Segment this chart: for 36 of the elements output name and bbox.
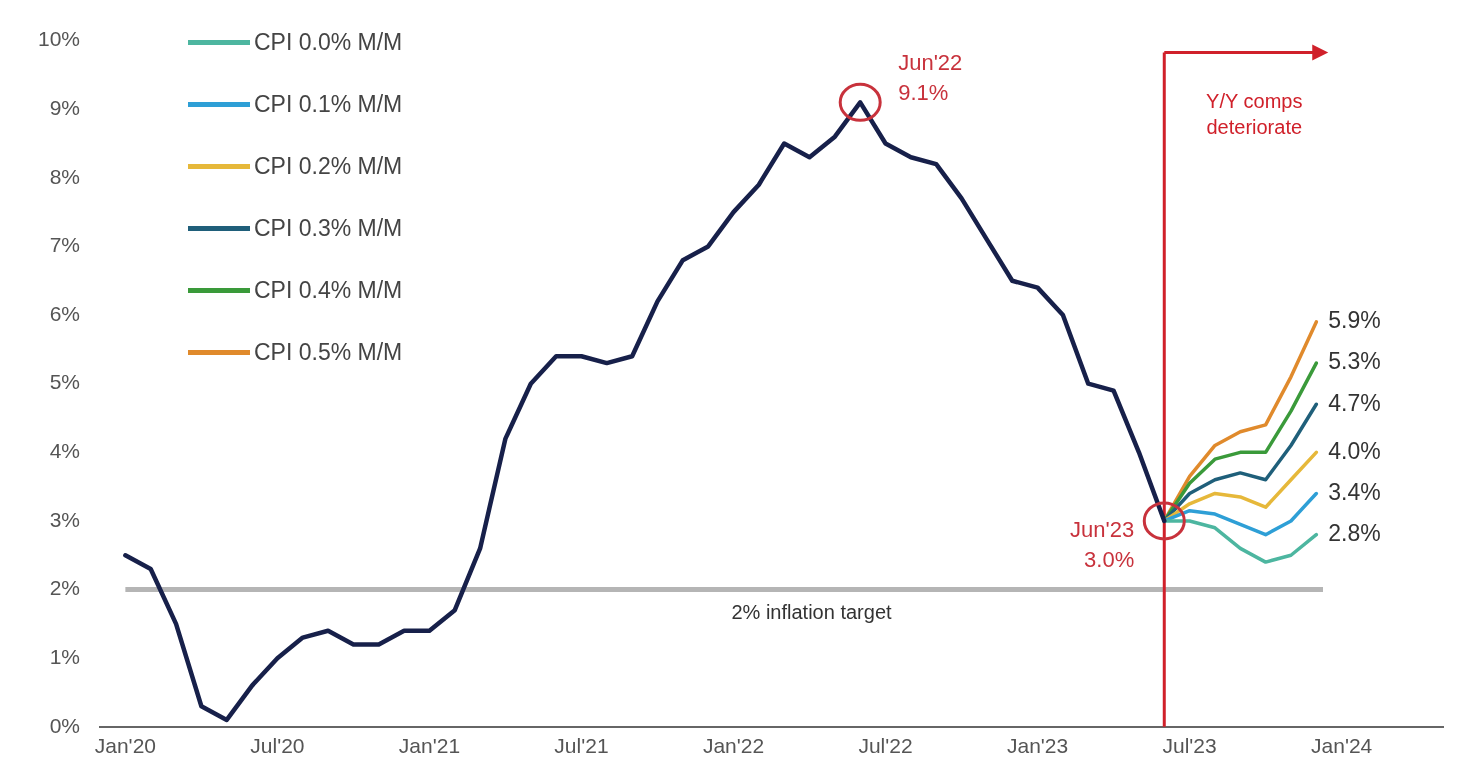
y-tick-label: 5%: [49, 370, 81, 394]
legend-label: CPI 0.3% M/M: [254, 214, 403, 242]
annotation: Jun'22 9.1%: [898, 50, 963, 106]
x-tick-label: Jan'23: [1006, 734, 1069, 758]
y-tick-label: 2%: [49, 576, 81, 600]
legend-label: CPI 0.4% M/M: [254, 276, 403, 304]
x-tick-label: Jul'23: [1162, 734, 1217, 758]
x-tick-label: Jan'20: [94, 734, 156, 758]
data-label: 4.7%: [1328, 389, 1381, 416]
annotation: Jun'23 3.0%: [1070, 517, 1135, 572]
y-tick-label: 4%: [49, 439, 81, 463]
legend-label: CPI 0.0% M/M: [254, 28, 403, 56]
data-label: 2.8%: [1328, 520, 1381, 547]
y-tick-label: 0%: [49, 713, 81, 737]
data-label: 5.3%: [1328, 348, 1381, 375]
y-tick-label: 8%: [49, 164, 81, 188]
y-tick-label: 9%: [49, 96, 81, 120]
legend-label: CPI 0.1% M/M: [254, 90, 403, 118]
y-tick-label: 10%: [38, 27, 81, 51]
data-label: 4.0%: [1328, 437, 1381, 464]
data-label: 3.4%: [1328, 478, 1381, 505]
x-tick-label: Jul'21: [554, 734, 609, 758]
ref-line-label: Y/Y comps deteriorate: [1206, 90, 1303, 139]
x-tick-label: Jul'20: [250, 734, 305, 758]
x-tick-label: Jul'22: [858, 734, 913, 758]
y-tick-label: 6%: [49, 301, 81, 325]
data-label: 5.9%: [1328, 307, 1381, 334]
ref-line-label: 2% inflation target: [731, 601, 892, 624]
y-tick-label: 3%: [49, 507, 81, 531]
x-tick-label: Jan'24: [1311, 734, 1373, 758]
y-tick-label: 1%: [49, 644, 81, 668]
x-tick-label: Jan'21: [398, 734, 461, 758]
y-tick-label: 7%: [49, 233, 81, 257]
legend-label: CPI 0.5% M/M: [254, 338, 403, 366]
x-tick-label: Jan'22: [702, 734, 765, 758]
legend-label: CPI 0.2% M/M: [254, 152, 403, 180]
